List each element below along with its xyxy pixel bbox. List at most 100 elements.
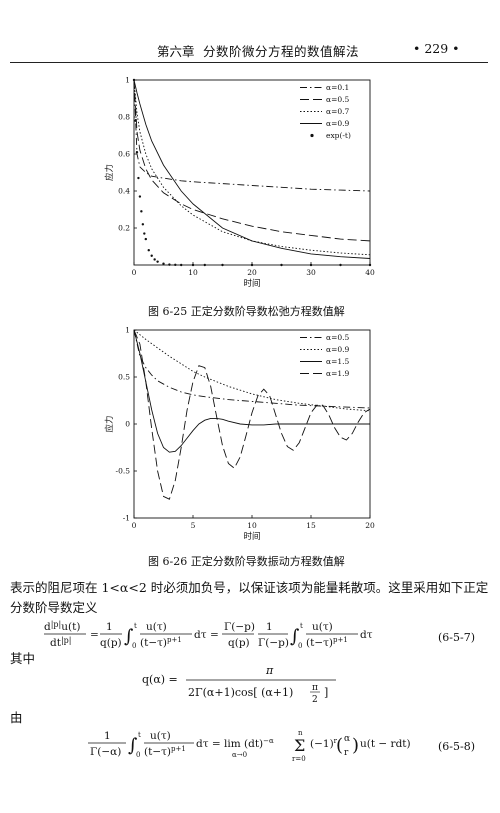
svg-text:]: ]: [324, 686, 328, 699]
legend-label: α=0.9: [326, 119, 350, 128]
svg-text:Γ(−p): Γ(−p): [224, 621, 255, 633]
series-point: [180, 263, 183, 267]
svg-text:∫: ∫: [290, 626, 300, 647]
y-axis-label: 应力: [104, 415, 115, 432]
x-tick-label: 30: [306, 268, 316, 277]
svg-text:r=0: r=0: [292, 755, 306, 763]
equation-6-5-8: 1 Γ(−α) ∫ t 0 u(τ) (t−τ)p+1 dτ = lim (dt…: [86, 727, 416, 770]
series-point: [147, 249, 150, 252]
svg-text:u(τ): u(τ): [146, 621, 167, 633]
svg-text:dτ: dτ: [194, 629, 207, 641]
svg-text:1: 1: [106, 621, 113, 633]
y-tick-label: 0.4: [118, 187, 130, 196]
svg-text:t: t: [134, 622, 137, 630]
svg-text:u(τ): u(τ): [150, 730, 171, 742]
by-label: 由: [10, 710, 23, 725]
svg-text:dt|p|: dt|p|: [50, 636, 71, 649]
series-point: [162, 262, 165, 265]
series-point: [174, 263, 177, 267]
equation-q-alpha: q(α) = π 2Γ(α+1)cos[ (α+1) π 2 ]: [140, 660, 340, 707]
equation-6-5-7-render: d|p|u(t) dt|p| = 1 q(p) ∫ t 0 u(τ) (t−τ)…: [44, 620, 373, 650]
series-point: [150, 254, 153, 257]
x-tick-label: 5: [191, 521, 196, 530]
svg-text:(t−τ)p+1: (t−τ)p+1: [140, 636, 182, 649]
svg-text:π: π: [265, 664, 274, 677]
x-tick-label: 20: [247, 268, 257, 277]
y-tick-label: 1: [125, 326, 130, 335]
page-number: • 229 •: [413, 41, 460, 56]
svg-text:n: n: [298, 729, 303, 737]
svg-text:=: =: [210, 629, 219, 641]
svg-text:u(t − rdt): u(t − rdt): [360, 738, 411, 750]
svg-text:1: 1: [104, 730, 111, 742]
svg-text:=: =: [90, 629, 99, 641]
series-point: [191, 263, 195, 267]
chapter-label: 第六章: [157, 44, 195, 59]
svg-text:dτ = lim (dt)−α: dτ = lim (dt)−α: [196, 737, 274, 750]
legend-label: α=0.5: [326, 333, 350, 342]
series-point: [339, 263, 342, 267]
svg-text:t: t: [300, 622, 303, 630]
series-point: [134, 119, 137, 122]
series-point: [280, 263, 283, 267]
y-tick-label: -1: [123, 514, 130, 523]
paragraph-line-2: 分数阶导数定义: [10, 600, 98, 615]
legend-label: α=1.9: [326, 369, 350, 378]
svg-text:d|p|u(t): d|p|u(t): [44, 620, 80, 633]
svg-text:t: t: [138, 731, 141, 739]
x-axis-label: 时间: [243, 278, 260, 287]
x-tick-label: 0: [132, 521, 137, 530]
svg-text:Γ(−α): Γ(−α): [90, 746, 121, 758]
legend-label: α=0.9: [326, 345, 350, 354]
svg-text:q(p): q(p): [228, 637, 250, 649]
equation-number-6-5-7: (6-5-7): [438, 631, 476, 644]
series-line: [133, 79, 371, 259]
x-tick-label: 10: [188, 268, 198, 277]
series-point: [309, 263, 313, 267]
legend-label: α=0.5: [326, 95, 350, 104]
x-axis-label: 时间: [243, 531, 260, 542]
svg-text:dτ: dτ: [360, 629, 373, 641]
x-tick-label: 0: [132, 268, 137, 277]
equation-number-6-5-8: (6-5-8): [438, 740, 476, 753]
x-tick-label: 20: [365, 521, 375, 530]
svg-text:α→0: α→0: [232, 751, 247, 759]
figure-caption-6-26: 图 6-26 正定分数阶导数振动方程数值解: [148, 555, 345, 568]
svg-text:Σ: Σ: [294, 736, 305, 755]
series-line: [133, 79, 371, 242]
series-point: [250, 263, 254, 267]
chart-vibration: 0 5 10 15 20 -1 -0.5 0 0.5 1 时间 应力 α=0.5 α=0.9 α=1.5 α=…: [104, 326, 375, 543]
series-point: [368, 263, 372, 267]
y-tick-label: -0.5: [116, 467, 131, 476]
svg-text:Γ(−p): Γ(−p): [258, 637, 289, 649]
y-axis-label: 应力: [104, 164, 115, 181]
y-tick-label: 0.6: [118, 150, 130, 159]
series-point: [135, 150, 139, 154]
legend-label: exp(-t): [326, 131, 351, 140]
svg-text:): ): [352, 735, 359, 756]
svg-text:∫: ∫: [128, 735, 138, 756]
svg-text:(−1)r: (−1)r: [310, 737, 338, 750]
x-tick-label: 10: [247, 521, 257, 530]
chart-relaxation: 0 10 20 30 40 0.2 0.4 0.6 0.8 1 时间 应力 α=0.1 α=0.5 α=0.…: [104, 76, 375, 288]
y-tick-label: 0.2: [118, 224, 130, 233]
svg-text:2: 2: [312, 695, 318, 704]
svg-text:2Γ(α+1)cos[ (α+1): 2Γ(α+1)cos[ (α+1): [188, 686, 293, 699]
x-tick-label: 40: [365, 268, 375, 277]
svg-text:1: 1: [266, 621, 273, 633]
series-point: [138, 195, 142, 198]
equation-q-alpha-render: q(α) = π 2Γ(α+1)cos[ (α+1) π 2 ]: [142, 664, 336, 705]
series-point: [140, 210, 143, 213]
x-tick-label: 15: [306, 521, 316, 530]
svg-text:0: 0: [136, 751, 140, 759]
series-point: [143, 232, 146, 235]
svg-text:α: α: [344, 734, 350, 744]
legend-label: α=0.1: [326, 83, 349, 92]
series-point: [221, 263, 224, 267]
y-tick-label: 0.8: [118, 113, 130, 122]
svg-text:q(p): q(p): [100, 637, 122, 649]
svg-text:(t−τ)p+1: (t−τ)p+1: [144, 745, 186, 758]
header-rule: [10, 62, 488, 63]
series-point: [168, 263, 171, 266]
paragraph-line-1: 表示的阻尼项在 1<α<2 时必须加负号，以保证该项为能量耗散项。这里采用如下正…: [10, 580, 489, 595]
